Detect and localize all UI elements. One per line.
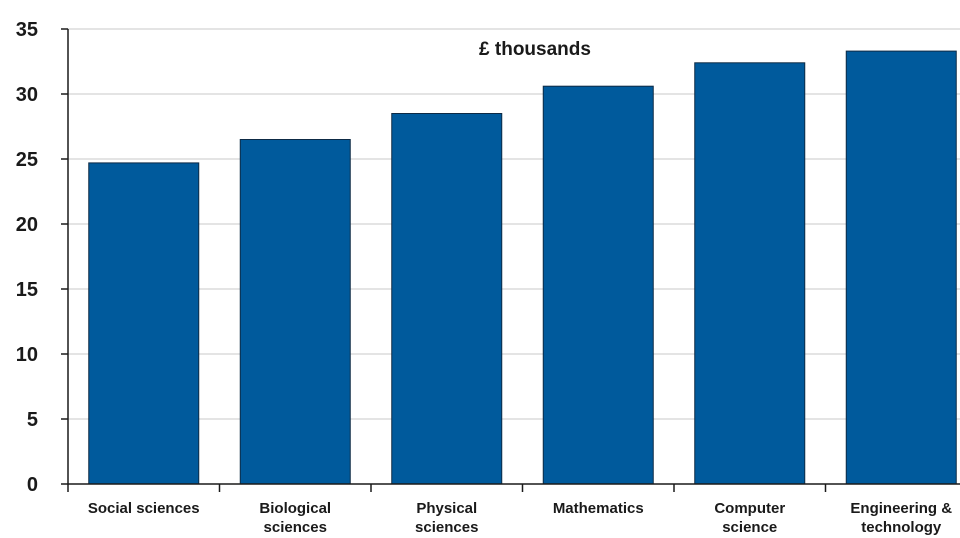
x-axis-ticks: Social sciences Biological sciencesPhysica… (67, 484, 952, 536)
gridlines (68, 28, 960, 420)
x-tick-label-line: science (722, 519, 777, 536)
y-tick-label: 5 (27, 409, 38, 431)
x-tick-label-line: technology (861, 519, 942, 536)
bar (542, 85, 654, 485)
x-tick-label-line: Physical (416, 500, 477, 517)
x-tick-label-line: Biological (259, 500, 331, 517)
x-tick-label-line: Social sciences (88, 500, 200, 517)
x-tick-label-line: sciences (264, 519, 327, 536)
x-tick-label: Computer science (714, 500, 785, 536)
x-tick-label: Mathematics (553, 500, 644, 517)
x-tick-label-line: Mathematics (553, 500, 644, 517)
bar (845, 50, 957, 485)
bars (88, 50, 957, 485)
bar (239, 139, 351, 485)
x-tick-label: Physical sciences (415, 500, 478, 536)
x-tick-label: Engineering & technology (850, 500, 952, 536)
y-tick-label: 20 (16, 214, 38, 236)
y-tick-label: 0 (27, 474, 38, 496)
unit-label: £ thousands (479, 39, 591, 60)
y-tick-label: 25 (16, 149, 38, 171)
x-tick-label-line: Computer (714, 500, 785, 517)
y-tick-label: 35 (16, 19, 38, 41)
x-tick-label-line: Engineering & (850, 500, 952, 517)
y-axis-ticks: 0 5 10 15 20 25 30 35 (16, 19, 68, 496)
x-tick-label-line: sciences (415, 519, 478, 536)
y-tick-label: 15 (16, 279, 38, 301)
x-tick-label: Social sciences (88, 500, 200, 517)
y-tick-label: 10 (16, 344, 38, 366)
bar (88, 162, 200, 485)
x-tick-label: Biological sciences (259, 500, 331, 536)
y-tick-label: 30 (16, 84, 38, 106)
bar (391, 113, 503, 485)
bar (694, 62, 806, 485)
